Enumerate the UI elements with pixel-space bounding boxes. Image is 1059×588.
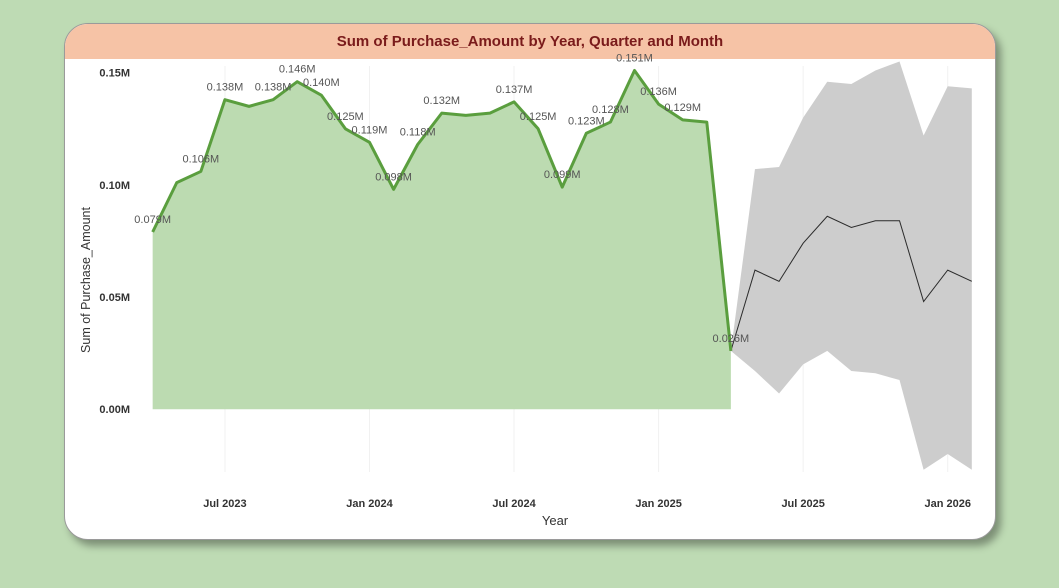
x-tick-label: Jul 2025 <box>781 498 824 510</box>
data-label: 0.151M <box>616 52 653 64</box>
data-label: 0.125M <box>327 111 364 123</box>
data-label: 0.128M <box>592 104 629 116</box>
data-label: 0.137M <box>496 84 533 96</box>
data-label: 0.138M <box>255 82 292 94</box>
actual-series-line <box>151 68 733 352</box>
data-label: 0.146M <box>279 64 316 76</box>
x-tick-label: Jul 2023 <box>203 498 246 510</box>
data-label: 0.140M <box>303 77 340 89</box>
y-tick-label: 0.05M <box>99 292 130 304</box>
forecast-band-layer <box>730 61 972 470</box>
forecast-line <box>730 215 973 352</box>
x-axis-title: Year <box>542 513 569 528</box>
chart-title-bar: Sum of Purchase_Amount by Year, Quarter … <box>65 24 995 59</box>
chart-title: Sum of Purchase_Amount by Year, Quarter … <box>336 33 724 50</box>
y-tick-label: 0.10M <box>99 180 130 192</box>
data-label: 0.079M <box>134 214 171 226</box>
x-tick-label: Jan 2025 <box>635 498 681 510</box>
x-axis-ticks: Jul 2023 Jan 2024 Jul 2024 Jan 2025 Jul 2025… <box>203 498 971 510</box>
data-label: 0.125M <box>520 111 557 123</box>
actual-area-fill <box>152 70 731 410</box>
data-label: 0.129M <box>664 102 701 114</box>
y-axis-title: Sum of Purchase_Amount <box>79 207 93 353</box>
data-label: 0.026M <box>713 333 750 345</box>
data-label: 0.132M <box>423 95 460 107</box>
forecast-confidence-band <box>730 61 972 470</box>
actual-area-layer <box>152 70 731 410</box>
data-label: 0.136M <box>640 86 677 98</box>
series-line-layer <box>151 68 973 352</box>
data-label: 0.138M <box>207 82 244 94</box>
y-tick-label: 0.15M <box>99 68 130 80</box>
y-axis-ticks: 0.00M 0.05M 0.10M 0.15M <box>99 68 130 416</box>
data-label: 0.099M <box>544 169 581 181</box>
data-label: 0.118M <box>400 127 436 139</box>
data-label: 0.098M <box>375 171 412 183</box>
data-label: 0.106M <box>182 153 219 165</box>
x-tick-label: Jul 2024 <box>492 498 536 510</box>
data-label: 0.119M <box>352 124 388 136</box>
y-tick-label: 0.00M <box>99 404 130 416</box>
data-label: 0.123M <box>568 115 605 127</box>
x-tick-label: Jan 2026 <box>924 498 970 510</box>
chart-card: Sum of Purchase_Amount by Year, Quarter … <box>64 23 996 540</box>
x-tick-label: Jan 2024 <box>346 498 393 510</box>
